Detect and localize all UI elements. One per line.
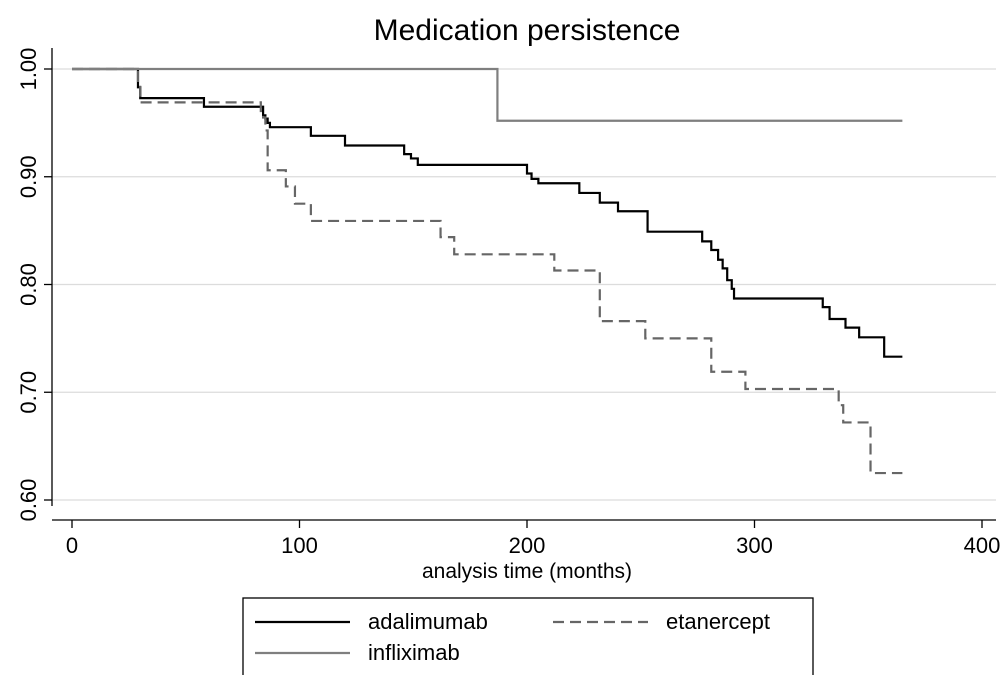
axes: 0.60 0.70 0.80 0.90 1.00 0 100 200 300 400 xyxy=(16,48,1000,558)
x-tick-label-4: 400 xyxy=(964,533,1001,558)
gridlines xyxy=(52,68,996,501)
y-tick-label-2: 0.80 xyxy=(16,263,41,306)
series-group xyxy=(72,67,903,475)
legend-label-etanercept: etanercept xyxy=(666,609,770,634)
legend-label-infliximab: infliximab xyxy=(368,640,460,665)
legend: adalimumab etanercept infliximab xyxy=(242,597,814,675)
x-tick-label-3: 300 xyxy=(736,533,773,558)
x-axis-label: analysis time (months) xyxy=(422,560,632,583)
x-tick-label-1: 100 xyxy=(281,533,318,558)
legend-label-adalimumab: adalimumab xyxy=(368,609,488,634)
series-line-etanercept xyxy=(72,67,903,475)
series-line-infliximab xyxy=(72,67,903,122)
y-tick-label-0: 0.60 xyxy=(16,479,41,522)
legend-box xyxy=(242,597,814,675)
x-tick-label-2: 200 xyxy=(509,533,546,558)
y-tick-label-4: 1.00 xyxy=(16,48,41,91)
y-tick-label-3: 0.90 xyxy=(16,155,41,198)
series-line-adalimumab xyxy=(72,67,903,358)
chart-title: Medication persistence xyxy=(374,14,681,47)
x-tick-label-0: 0 xyxy=(66,533,78,558)
y-tick-label-1: 0.70 xyxy=(16,371,41,414)
